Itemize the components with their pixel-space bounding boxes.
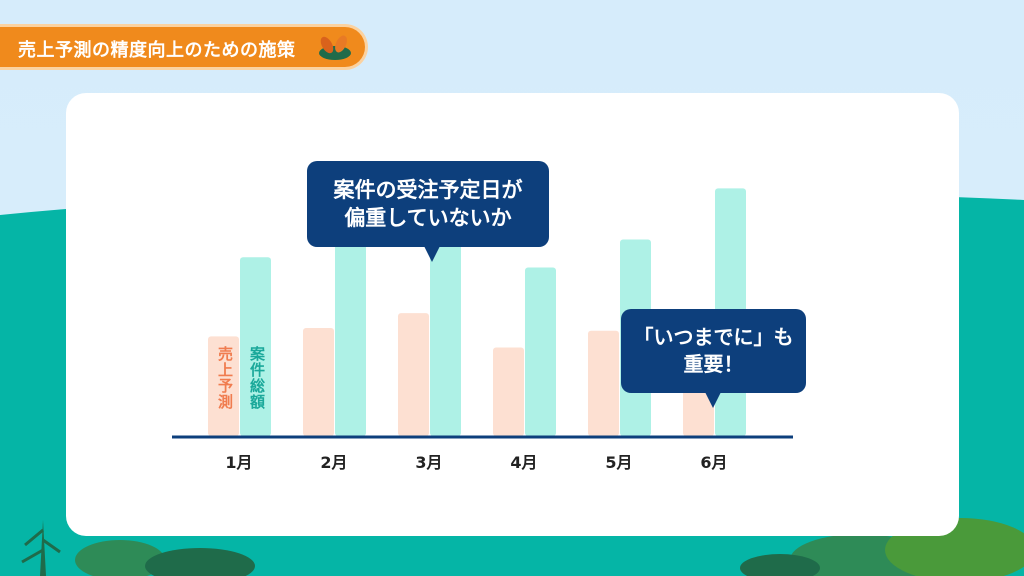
callout-2-line-1: 「いつまでに」も (633, 325, 794, 349)
bar-deal-total-1 (240, 257, 271, 436)
bar-sales-forecast-4 (493, 347, 524, 436)
bar-sales-forecast-1 (208, 336, 239, 436)
bar-deal-total-4 (525, 267, 556, 436)
bar-sales-forecast-5 (588, 330, 619, 436)
bar-sales-forecast-3 (398, 313, 429, 436)
title-banner: 売上予測の精度向上のための施策 (0, 24, 368, 70)
page-title: 売上予測の精度向上のための施策 (18, 40, 296, 61)
x-tick-label: 1月 (225, 453, 252, 472)
callout-bubble-2: 「いつまでに」も 重要！ (621, 309, 806, 393)
callout-2-line-2: 重要！ (683, 352, 744, 376)
legend-label-deal-total: 案件総額 (248, 346, 266, 410)
x-tick-label: 3月 (415, 453, 442, 472)
bar-deal-total-3 (430, 206, 461, 436)
callout-bubble-1: 案件の受注予定日が 偏重していないか (307, 161, 549, 247)
x-tick-label: 2月 (320, 453, 347, 472)
callout-1-tail (424, 246, 440, 262)
legend-label-sales-forecast: 売上予測 (216, 346, 234, 410)
callout-1-line-2: 偏重していないか (344, 206, 512, 230)
foliage-left-icon (21, 520, 255, 576)
bar-deal-total-2 (335, 228, 366, 436)
callout-2-tail (705, 392, 721, 408)
x-tick-label: 6月 (700, 453, 727, 472)
leaf-decoration-icon (319, 35, 351, 60)
x-tick-label: 4月 (510, 453, 537, 472)
x-tick-label: 5月 (605, 453, 632, 472)
bar-sales-forecast-2 (303, 328, 334, 436)
callout-1-line-1: 案件の受注予定日が (333, 178, 523, 202)
